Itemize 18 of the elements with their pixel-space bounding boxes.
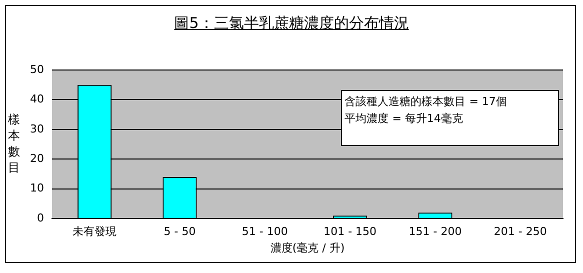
x-tick-label: 51 - 100 [242, 225, 288, 238]
note-box: 含該種人造糖的樣本數目 = 17個 平均濃度 = 每升14毫克 [340, 90, 559, 146]
y-tick-label: 50 [30, 62, 44, 76]
annotation: 平均濃度 = 每升14毫克 [344, 111, 464, 127]
x-tick-label: 101 - 150 [324, 225, 377, 238]
x-tick-label: 151 - 200 [408, 225, 462, 238]
x-tick-label: 5 - 50 [164, 225, 196, 238]
x-axis-title: 濃度(毫克 / 升) [270, 241, 345, 254]
x-tick-label: 201 - 250 [494, 225, 547, 238]
annotation: 含該種人造糖的樣本數目 = 17個 [344, 94, 508, 110]
y-tick-label: 20 [30, 152, 44, 166]
y-tick-label: 40 [30, 92, 44, 106]
y-axis-title: 樣本數目 [8, 112, 20, 174]
y-tick-label: 30 [30, 122, 44, 136]
y-tick-label: 10 [30, 182, 44, 195]
y-tick-label: 0 [36, 211, 44, 224]
chart-title: 圖5：三氯半乳蔗糖濃度的分布情況 [173, 14, 410, 33]
x-tick-label: 未有發現 [72, 225, 117, 238]
